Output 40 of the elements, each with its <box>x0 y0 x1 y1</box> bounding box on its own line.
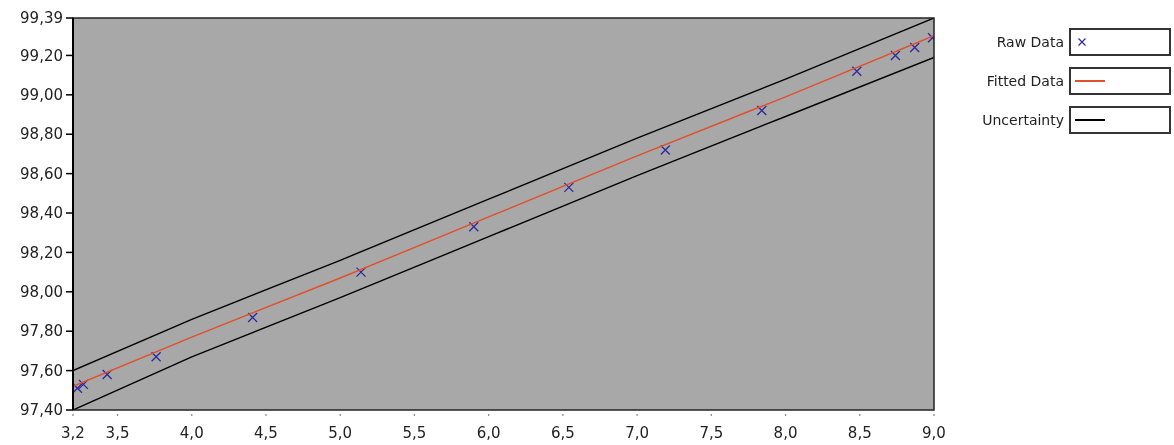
y-tick-label: 99,39 <box>20 9 63 28</box>
point <box>890 50 901 61</box>
x-tick-label: 8,0 <box>773 424 798 442</box>
point <box>101 369 113 380</box>
x-tick-label: 9,0 <box>922 424 946 442</box>
y-tick-label: 99,00 <box>20 86 63 105</box>
point <box>660 144 671 156</box>
point <box>851 66 862 77</box>
y-tick-label: 98,00 <box>20 283 63 302</box>
y-tick-label: 98,20 <box>20 243 63 262</box>
y-tick-label: 99,20 <box>20 46 63 65</box>
point <box>78 379 89 390</box>
x-tick-label: 7,0 <box>625 424 650 442</box>
x-tick-label: 5,5 <box>402 424 427 442</box>
x-tick-label: 6,0 <box>476 424 501 442</box>
point <box>73 383 83 394</box>
y-tick-label: 98,40 <box>20 204 63 223</box>
point <box>150 351 162 362</box>
y-tick-label: 98,60 <box>20 164 63 183</box>
point <box>756 105 767 116</box>
legend-label: Fitted Data <box>986 72 1064 89</box>
point <box>909 42 920 53</box>
x-tick-label: 3,5 <box>105 424 130 442</box>
x-tick-label: 6,5 <box>550 424 575 442</box>
y-tick-label: 97,40 <box>20 401 63 420</box>
x-tick-label: 7,5 <box>699 424 724 442</box>
y-tick-label: 97,60 <box>20 361 63 380</box>
legend-label: Raw Data <box>996 33 1064 50</box>
y-tick-label: 97,80 <box>20 322 63 341</box>
point <box>355 266 367 278</box>
x-tick-label: 3,2 <box>61 424 85 442</box>
legend-label: Uncertainty <box>982 111 1064 128</box>
x-tick-label: 5,0 <box>328 424 353 442</box>
x-tick-label: 4,5 <box>254 424 278 442</box>
x-tick-label: 8,5 <box>847 424 872 442</box>
point <box>247 312 258 323</box>
x-tick-label: 4,0 <box>179 424 204 442</box>
point <box>563 182 574 193</box>
y-tick-label: 98,80 <box>20 125 63 144</box>
point <box>468 221 479 232</box>
